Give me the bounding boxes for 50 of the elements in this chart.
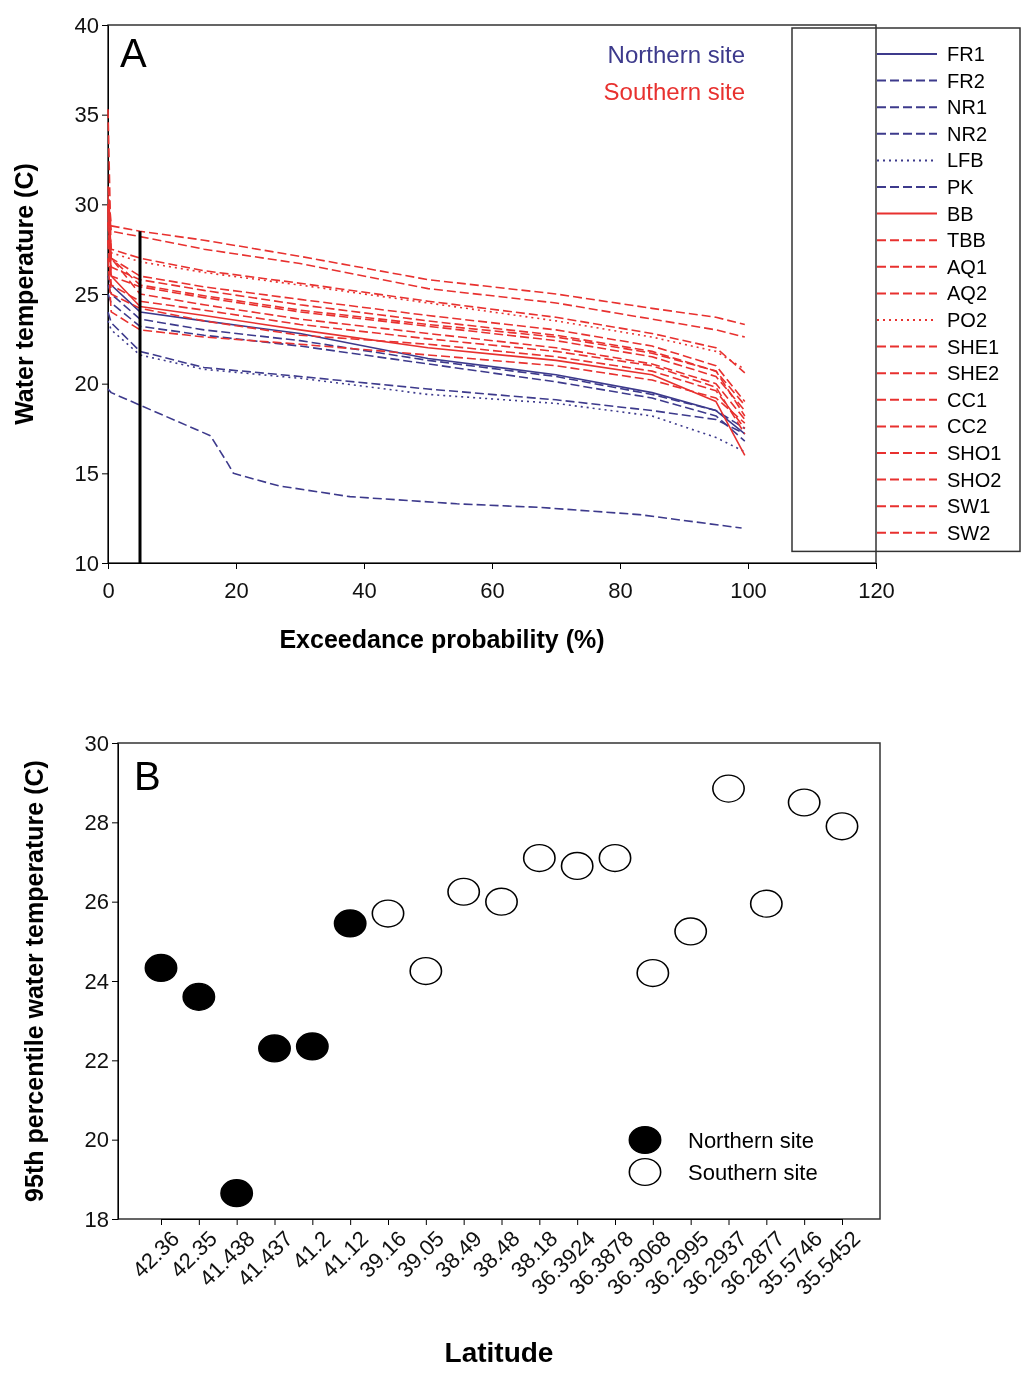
y-tick-label: 30 [84, 730, 109, 756]
y-tick-label: 24 [84, 968, 109, 994]
annotation: A [120, 31, 147, 75]
legend-label: Southern site [688, 1160, 818, 1185]
legend-label: BB [947, 202, 974, 225]
x-tick-label: 40 [352, 578, 377, 604]
legend-label: FR2 [947, 69, 985, 92]
x-tick-label: 20 [224, 578, 249, 604]
y-tick-label: 22 [84, 1047, 109, 1073]
legend-label: SHO2 [947, 468, 1002, 491]
legend-label: SHO1 [947, 442, 1002, 464]
legend-label: NR2 [947, 122, 988, 145]
x-tick-label: 100 [730, 578, 767, 604]
legend-label: SHE1 [947, 335, 1000, 358]
legend-label: PO2 [947, 309, 988, 331]
x-axis-title: Exceedance probability (%) [279, 625, 605, 653]
y-axis-title: 95th percentile water temperature (C) [20, 760, 48, 1202]
x-axis-title: Latitude [444, 1337, 554, 1368]
y-tick-label: 30 [74, 191, 99, 217]
legend-label: AQ1 [947, 255, 988, 278]
y-tick-label: 18 [84, 1206, 109, 1232]
annotation: B [134, 754, 161, 798]
legend-label: NR1 [947, 96, 988, 119]
y-axis-title: Water temperature (C) [10, 163, 38, 425]
legend-label: SHE2 [947, 362, 1000, 385]
x-tick-label: 60 [480, 578, 505, 604]
annotation: Northern site [607, 41, 745, 68]
y-tick-label: 15 [74, 460, 99, 486]
y-tick-label: 35 [74, 102, 99, 128]
y-tick-label: 10 [74, 550, 99, 576]
legend-label: AQ2 [947, 282, 988, 305]
legend-label: TBB [947, 229, 986, 252]
y-tick-label: 40 [74, 12, 99, 38]
x-tick-label: 120 [858, 578, 895, 604]
y-tick-label: 20 [74, 371, 99, 397]
legend-label: PK [947, 176, 975, 198]
annotation: Southern site [603, 78, 745, 105]
legend-label: CC1 [947, 388, 988, 411]
y-tick-label: 20 [84, 1127, 109, 1153]
x-tick-label: 80 [608, 578, 633, 604]
y-tick-label: 28 [84, 809, 109, 835]
x-tick-label: 0 [102, 578, 115, 604]
legend-label: CC2 [947, 415, 988, 438]
legend-label: SW2 [947, 521, 991, 544]
y-tick-label: 25 [74, 281, 99, 307]
legend-label: SW1 [947, 495, 991, 518]
legend-label: LFB [947, 149, 984, 172]
y-tick-label: 26 [84, 889, 109, 915]
legend-label: Northern site [688, 1128, 814, 1153]
legend-label: FR1 [947, 43, 985, 65]
